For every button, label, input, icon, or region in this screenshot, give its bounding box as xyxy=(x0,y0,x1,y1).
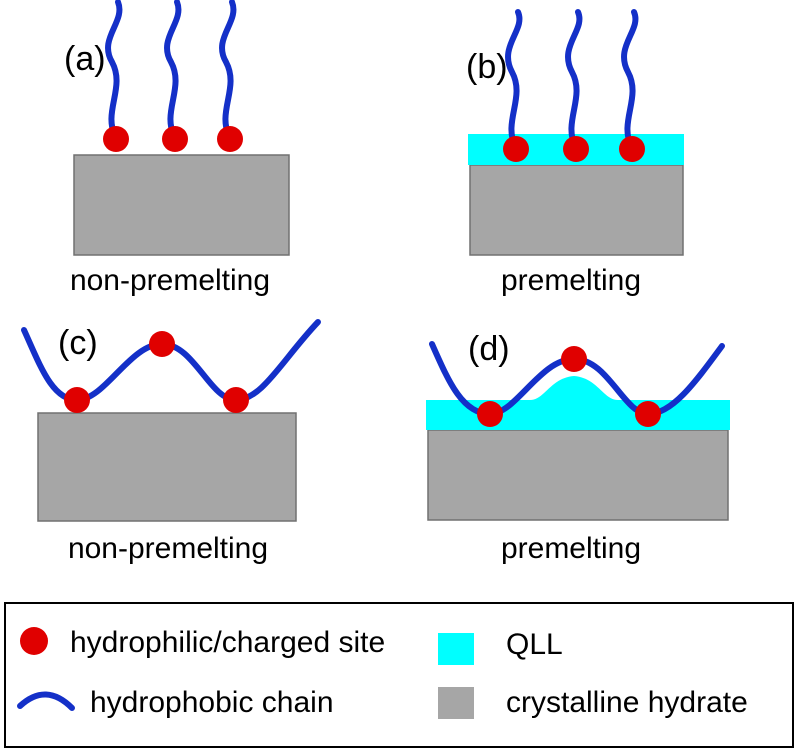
panel-tag: (a) xyxy=(64,40,106,78)
legend-hydrate-label: crystalline hydrate xyxy=(506,686,748,719)
hydrophilic-site xyxy=(223,387,249,413)
legend-chain-swatch xyxy=(17,691,75,711)
hydrophilic-site xyxy=(503,136,529,162)
legend-hydrate-swatch xyxy=(438,687,474,719)
legend-qll-swatch xyxy=(438,633,474,665)
panel-d: (d) premelting xyxy=(426,330,730,565)
hydrophilic-site xyxy=(103,126,129,152)
panel-caption: non-premelting xyxy=(68,532,268,565)
legend-site-label: hydrophilic/charged site xyxy=(70,626,385,659)
panel-tag: (c) xyxy=(58,324,98,362)
hydrophobic-chain xyxy=(219,0,237,141)
panel-caption: non-premelting xyxy=(70,264,270,297)
hydrophilic-site xyxy=(149,331,175,357)
legend-qll-label: QLL xyxy=(506,628,563,661)
crystalline-hydrate-block xyxy=(73,154,290,256)
hydrophilic-site xyxy=(477,401,503,427)
hydrophobic-chain xyxy=(621,9,639,151)
hydrophobic-chain xyxy=(565,9,583,151)
legend-chain-label: hydrophobic chain xyxy=(90,686,334,719)
legend: hydrophilic/charged site hydrophobic cha… xyxy=(4,602,794,748)
hydrophilic-site xyxy=(162,126,188,152)
panel-caption: premelting xyxy=(501,532,641,565)
panel-b: (b) premelting xyxy=(466,9,684,297)
hydrophobic-chain xyxy=(164,0,182,141)
panel-a: (a) non-premelting xyxy=(64,0,290,297)
panel-tag: (d) xyxy=(468,330,510,368)
qll-layer xyxy=(426,376,730,430)
crystalline-hydrate-block xyxy=(427,429,729,521)
hydrophilic-site xyxy=(563,136,589,162)
panel-c: (c) non-premelting xyxy=(21,319,321,565)
hydrophilic-site xyxy=(635,401,661,427)
legend-site-swatch xyxy=(20,627,48,655)
legend-frame xyxy=(4,602,794,748)
crystalline-hydrate-block xyxy=(469,164,684,256)
hydrophobic-chain xyxy=(505,9,523,151)
panel-caption: premelting xyxy=(501,264,641,297)
hydrophilic-site xyxy=(561,346,587,372)
hydrophilic-site xyxy=(217,126,243,152)
hydrophilic-site xyxy=(64,387,90,413)
crystalline-hydrate-block xyxy=(37,412,297,522)
panel-tag: (b) xyxy=(466,48,508,86)
hydrophobic-chain xyxy=(105,0,123,141)
hydrophilic-site xyxy=(619,136,645,162)
